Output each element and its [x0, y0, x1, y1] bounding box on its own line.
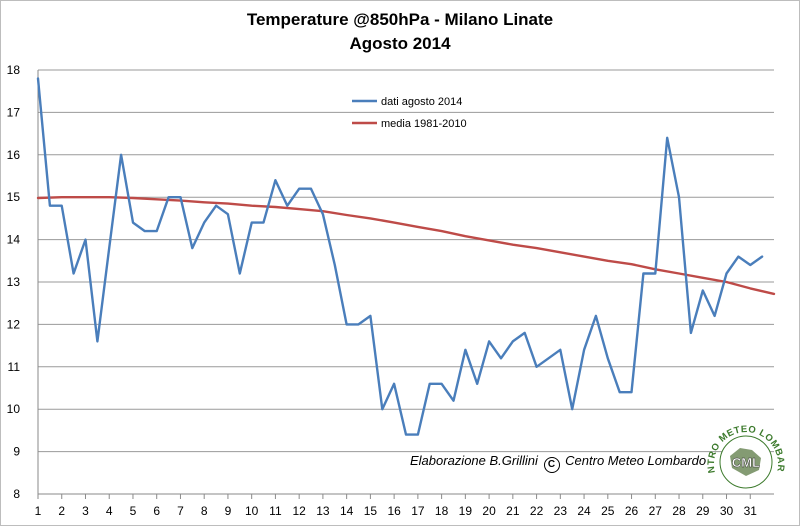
- cml-logo: CENTRO METEO LOMBARDOCML: [0, 0, 786, 489]
- x-tick-label: 1: [35, 504, 42, 518]
- y-tick-label: 16: [7, 148, 21, 162]
- x-tick-label: 14: [340, 504, 354, 518]
- copyright-icon: C: [543, 457, 560, 473]
- x-tick-label: 22: [530, 504, 544, 518]
- x-tick-label: 4: [106, 504, 113, 518]
- x-tick-label: 30: [720, 504, 734, 518]
- chart-title: Temperature @850hPa - Milano Linate: [246, 10, 554, 29]
- x-tick-label: 10: [245, 504, 259, 518]
- y-tick-label: 18: [7, 63, 21, 77]
- x-tick-label: 21: [506, 504, 520, 518]
- x-tick-label: 26: [625, 504, 639, 518]
- region-shape-icon: [730, 448, 761, 476]
- x-tick-label: 19: [459, 504, 473, 518]
- x-tick-label: 3: [82, 504, 89, 518]
- x-tick-label: 20: [482, 504, 496, 518]
- x-tick-label: 25: [601, 504, 615, 518]
- y-tick-label: 14: [7, 233, 21, 247]
- x-tick-label: 12: [292, 504, 306, 518]
- x-tick-label: 17: [411, 504, 425, 518]
- x-tick-label: 31: [744, 504, 758, 518]
- y-tick-label: 8: [13, 487, 20, 501]
- legend-label: media 1981-2010: [381, 118, 467, 130]
- chart-subtitle: Agosto 2014: [349, 34, 451, 53]
- x-tick-label: 11: [269, 504, 282, 518]
- x-tick-label: 24: [577, 504, 591, 518]
- x-tick-label: 18: [435, 504, 449, 518]
- y-tick-label: 9: [13, 445, 20, 459]
- x-tick-label: 15: [364, 504, 378, 518]
- x-tick-label: 2: [58, 504, 65, 518]
- y-tick-label: 10: [7, 402, 21, 416]
- y-tick-label: 17: [7, 105, 21, 119]
- logo-ring-text: CENTRO METEO LOMBARDO: [0, 0, 786, 474]
- x-tick-label: 29: [696, 504, 710, 518]
- legend-label: dati agosto 2014: [381, 96, 462, 108]
- logo-abbreviation: CML: [732, 455, 760, 470]
- series-line-media-1981-2010: [36, 195, 776, 296]
- x-tick-label: 9: [225, 504, 232, 518]
- x-tick-label: 28: [672, 504, 686, 518]
- x-tick-label: 23: [554, 504, 568, 518]
- x-tick-label: 5: [130, 504, 137, 518]
- credit-annotation: Elaborazione B.Grillini C Centro Meteo L…: [410, 453, 706, 473]
- x-tick-label: 13: [316, 504, 330, 518]
- credit-organization: Centro Meteo Lombardo: [565, 453, 707, 468]
- credit-author: Elaborazione B.Grillini: [410, 453, 538, 468]
- y-tick-label: 15: [7, 190, 21, 204]
- x-tick-label: 27: [649, 504, 663, 518]
- x-tick-label: 8: [201, 504, 208, 518]
- series-line-dati-agosto-2014: [36, 77, 764, 436]
- y-tick-label: 11: [8, 360, 21, 374]
- x-tick-label: 7: [177, 504, 184, 518]
- x-tick-label: 16: [387, 504, 401, 518]
- y-tick-label: 12: [7, 317, 21, 331]
- logo-ring-text-path: CENTRO METEO LOMBARDO: [0, 0, 786, 474]
- y-tick-label: 13: [7, 275, 21, 289]
- x-tick-label: 6: [153, 504, 160, 518]
